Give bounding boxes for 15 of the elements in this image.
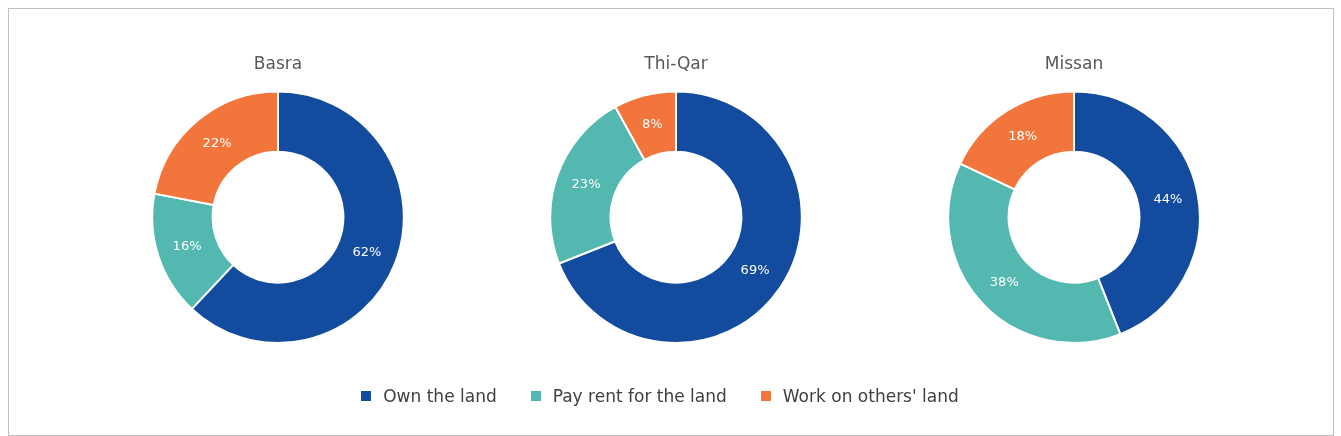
data-label: 8% — [641, 115, 663, 131]
legend-label: Work on others' land — [782, 386, 959, 406]
data-label: 16% — [172, 238, 202, 254]
data-label: 23% — [571, 176, 601, 192]
data-label: 44% — [1153, 190, 1183, 206]
chart-title: Basra — [253, 52, 303, 73]
chart-title: Thi-Qar — [643, 52, 708, 73]
data-label: 18% — [1008, 127, 1038, 143]
data-label: 62% — [352, 243, 382, 259]
data-label: 38% — [989, 274, 1019, 290]
data-label: 69% — [740, 262, 770, 278]
legend-label: Pay rent for the land — [552, 386, 727, 406]
chart-title: Missan — [1044, 52, 1104, 73]
data-label: 22% — [202, 134, 232, 150]
legend-label: Own the land — [383, 386, 497, 406]
